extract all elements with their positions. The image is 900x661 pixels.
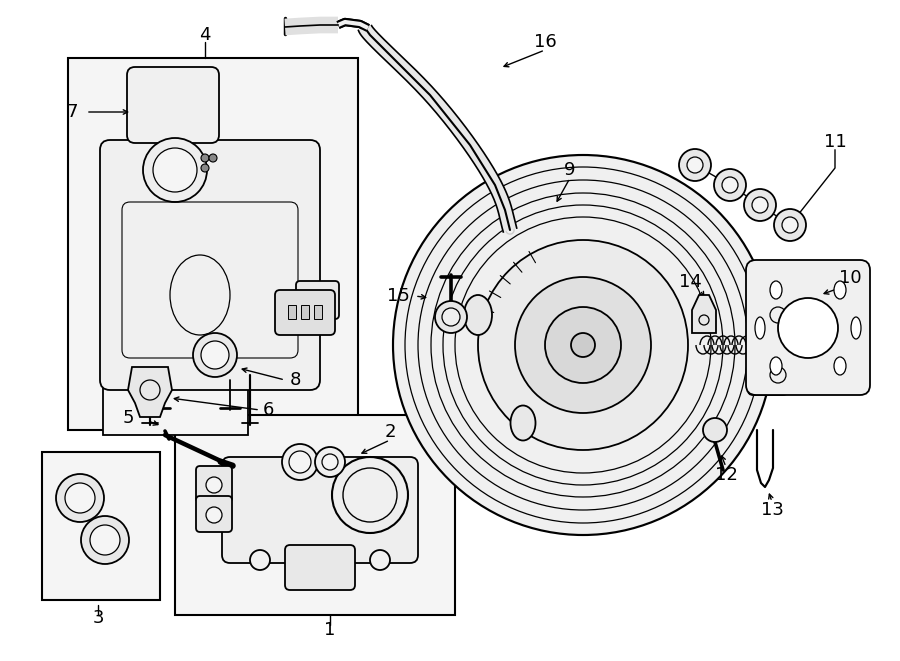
Circle shape — [65, 483, 95, 513]
Ellipse shape — [770, 281, 782, 299]
Circle shape — [56, 474, 104, 522]
Circle shape — [770, 307, 786, 323]
FancyBboxPatch shape — [746, 260, 870, 395]
Text: 8: 8 — [289, 371, 301, 389]
FancyBboxPatch shape — [285, 545, 355, 590]
Circle shape — [322, 454, 338, 470]
FancyBboxPatch shape — [748, 295, 788, 395]
Circle shape — [571, 333, 595, 357]
Circle shape — [782, 217, 798, 233]
Circle shape — [315, 447, 345, 477]
FancyBboxPatch shape — [196, 466, 232, 502]
Circle shape — [770, 367, 786, 383]
Polygon shape — [128, 367, 172, 417]
Text: 4: 4 — [199, 26, 211, 44]
Text: 11: 11 — [824, 133, 846, 151]
Ellipse shape — [834, 281, 846, 299]
Circle shape — [370, 550, 390, 570]
Text: 1: 1 — [324, 621, 336, 639]
Circle shape — [201, 341, 229, 369]
Bar — [103, 325, 248, 435]
Ellipse shape — [834, 357, 846, 375]
Bar — [301, 305, 309, 319]
Text: 6: 6 — [262, 401, 274, 419]
Text: 5: 5 — [122, 409, 134, 427]
Circle shape — [679, 149, 711, 181]
Circle shape — [703, 418, 727, 442]
FancyBboxPatch shape — [100, 140, 320, 390]
Bar — [68, 58, 358, 430]
Circle shape — [778, 298, 838, 358]
Bar — [288, 305, 296, 319]
Circle shape — [687, 157, 703, 173]
Circle shape — [206, 507, 222, 523]
Circle shape — [193, 333, 237, 377]
Ellipse shape — [755, 317, 765, 339]
Circle shape — [81, 516, 129, 564]
Circle shape — [201, 164, 209, 172]
Bar — [314, 305, 322, 319]
FancyBboxPatch shape — [296, 281, 339, 319]
Ellipse shape — [510, 405, 536, 440]
Circle shape — [201, 154, 209, 162]
Circle shape — [744, 189, 776, 221]
Circle shape — [435, 301, 467, 333]
Text: 16: 16 — [534, 33, 556, 51]
Text: 3: 3 — [92, 609, 104, 627]
Text: 10: 10 — [839, 269, 861, 287]
Circle shape — [289, 451, 311, 473]
Circle shape — [774, 209, 806, 241]
Circle shape — [282, 444, 318, 480]
Text: 7: 7 — [67, 103, 78, 121]
Text: 15: 15 — [387, 287, 410, 305]
Ellipse shape — [770, 357, 782, 375]
Ellipse shape — [851, 317, 861, 339]
FancyBboxPatch shape — [222, 457, 418, 563]
Circle shape — [209, 154, 217, 162]
Circle shape — [714, 169, 746, 201]
Polygon shape — [692, 295, 716, 333]
Circle shape — [343, 468, 397, 522]
Circle shape — [90, 525, 120, 555]
Circle shape — [206, 477, 222, 493]
FancyBboxPatch shape — [196, 496, 232, 532]
Circle shape — [442, 308, 460, 326]
Ellipse shape — [464, 295, 492, 335]
Circle shape — [478, 240, 688, 450]
Polygon shape — [358, 26, 517, 232]
Circle shape — [515, 277, 651, 413]
Bar — [175, 415, 455, 615]
Bar — [42, 452, 160, 600]
FancyBboxPatch shape — [127, 67, 219, 143]
Circle shape — [250, 550, 270, 570]
Circle shape — [153, 148, 197, 192]
Circle shape — [545, 307, 621, 383]
Text: 9: 9 — [564, 161, 576, 179]
FancyBboxPatch shape — [275, 290, 335, 335]
Circle shape — [752, 197, 768, 213]
Circle shape — [393, 155, 773, 535]
Text: 13: 13 — [760, 501, 783, 519]
Text: 14: 14 — [679, 273, 701, 291]
Text: 2: 2 — [384, 423, 396, 441]
Text: 12: 12 — [715, 466, 737, 484]
Circle shape — [722, 177, 738, 193]
Circle shape — [143, 138, 207, 202]
